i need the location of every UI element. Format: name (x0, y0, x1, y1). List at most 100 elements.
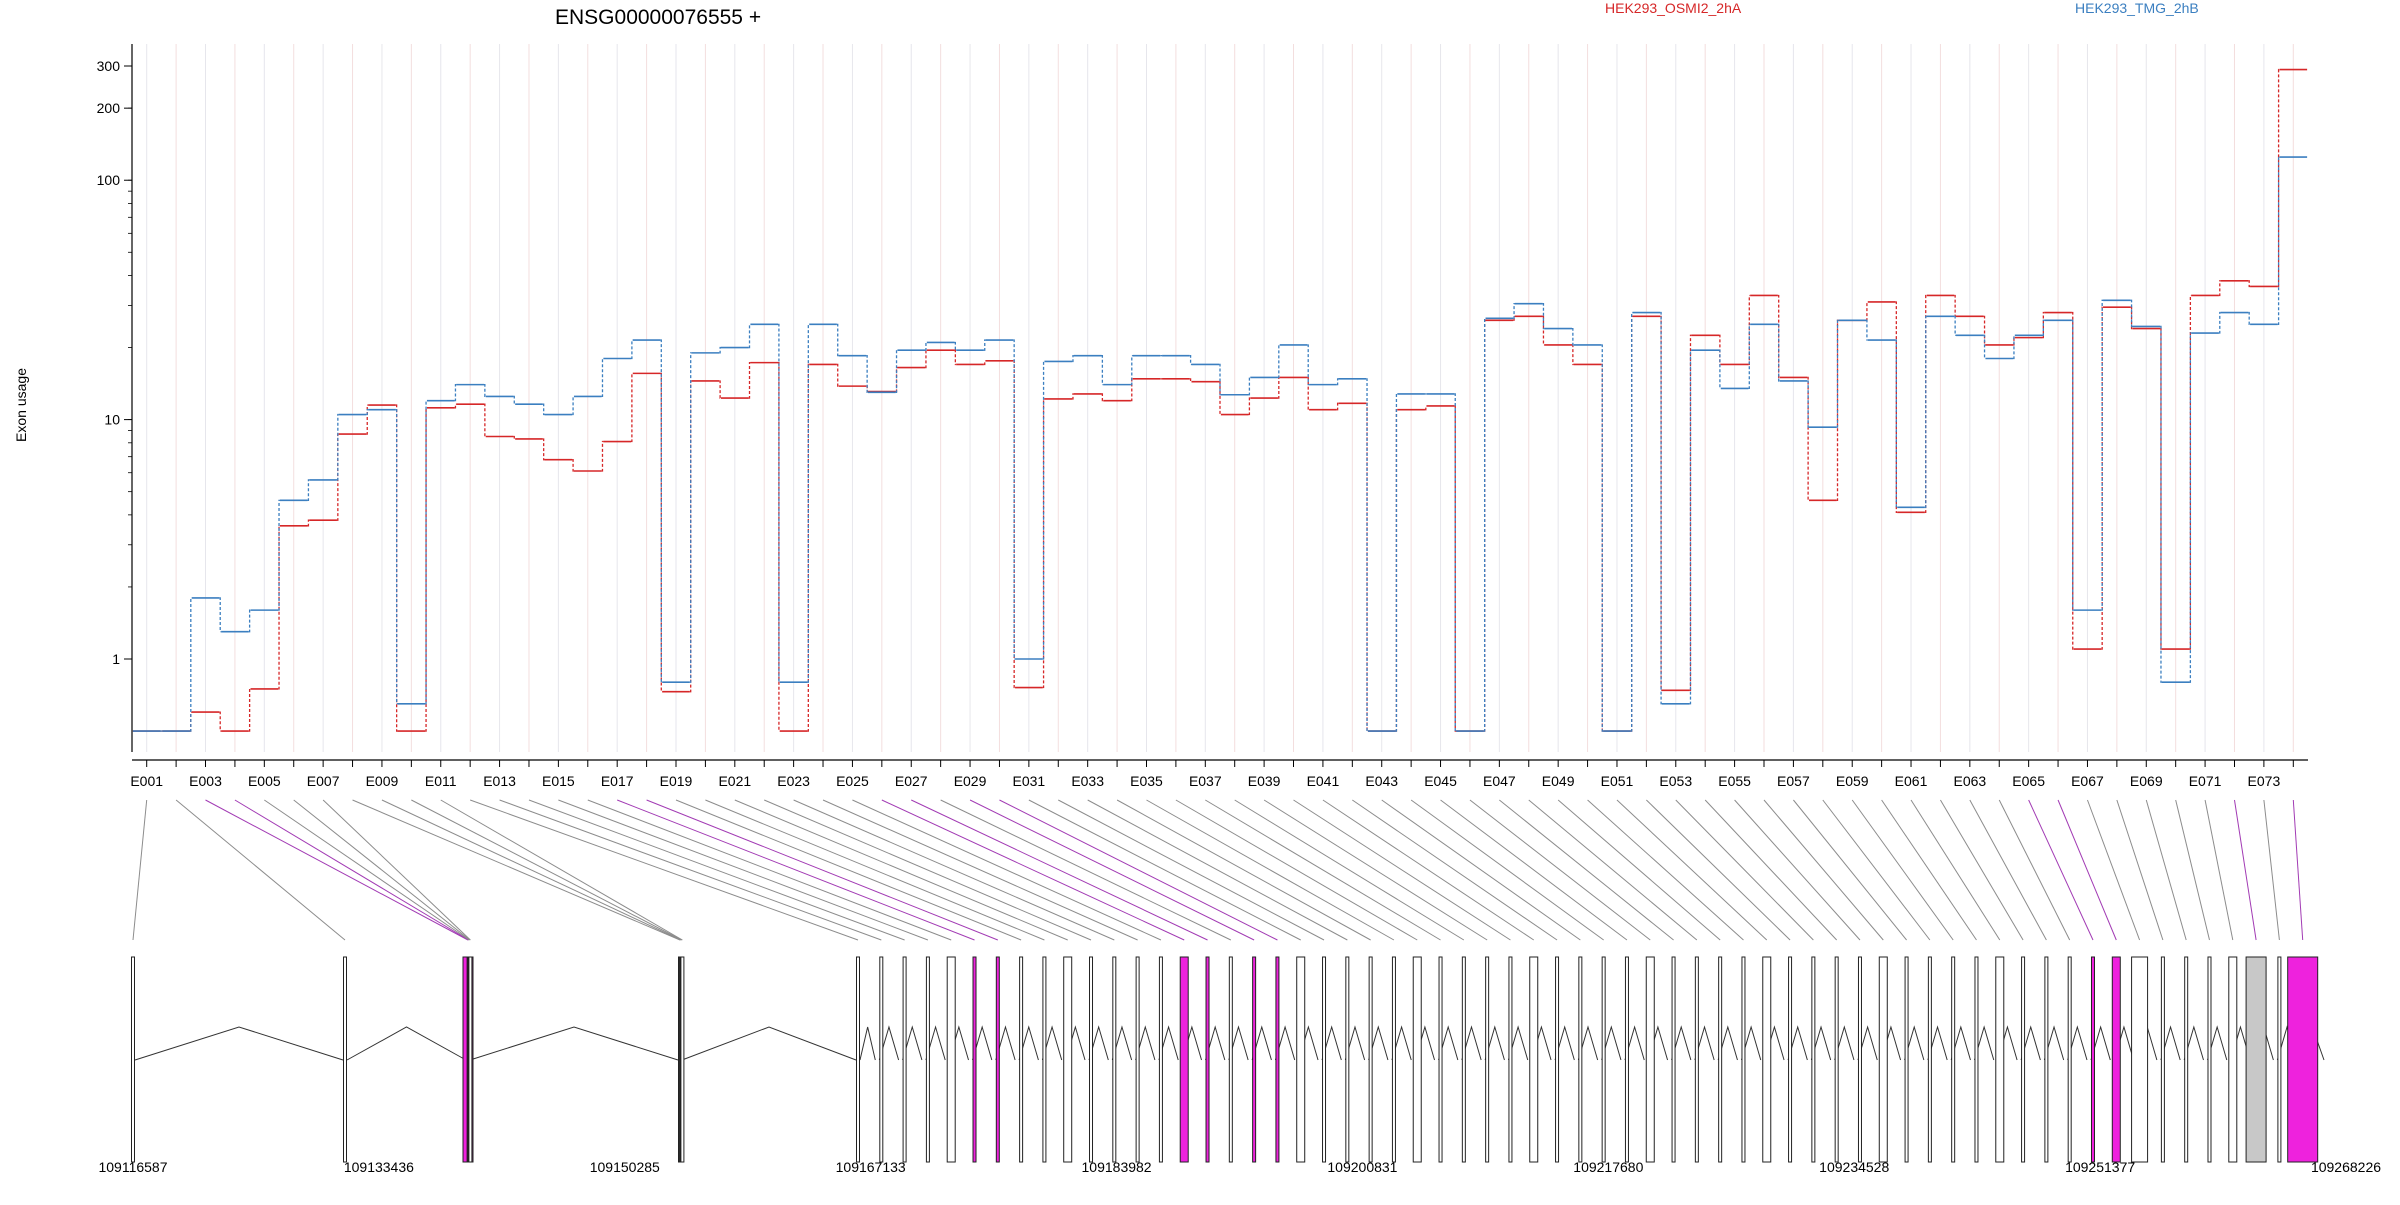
exon-box (1834, 956, 1839, 1163)
series-connector (660, 372, 663, 693)
series-connector (1836, 319, 1839, 428)
series-connector (454, 403, 457, 409)
y-tick-label: 10 (104, 412, 120, 428)
series-connector (983, 360, 986, 366)
exon-box (1252, 956, 1257, 1163)
series-connector (1777, 323, 1780, 382)
series-connector (719, 346, 721, 354)
series-connector (1219, 381, 1221, 416)
series-connector (1424, 405, 1427, 411)
x-tick-label: E023 (777, 773, 810, 789)
exon-connector (1058, 799, 1325, 941)
x-tick-label: E059 (1836, 773, 1869, 789)
exon-connector-lines (132, 799, 2304, 941)
genomic-coordinate-label: 109150285 (590, 1159, 660, 1175)
exon-connector (2292, 799, 2304, 941)
series-connector (2277, 68, 2280, 288)
exon-connector (1528, 799, 1698, 941)
series-connector (1072, 355, 1074, 363)
exon-box (1578, 956, 1583, 1163)
exon-box (2228, 956, 2238, 1163)
gene-model-track: 109116587 109133436 109150285 109167133 1091… (98, 956, 2381, 1175)
exon-connector (175, 799, 346, 941)
exon-connector (528, 799, 905, 941)
exon-connector (1293, 799, 1511, 941)
exon-box (1645, 956, 1655, 1163)
x-tick-label: E069 (2130, 773, 2163, 789)
exon-box (2131, 956, 2149, 1163)
exon-connector (1704, 799, 1838, 941)
exon-box (2044, 956, 2049, 1163)
exon-box (1927, 956, 1932, 1163)
legend-entry-tmg: HEK293_TMG_2hB (2075, 0, 2199, 16)
exon-connector (352, 799, 681, 941)
exon-box (1508, 956, 1513, 1163)
y-tick-label: 300 (97, 58, 121, 74)
exon-box (1438, 956, 1443, 1163)
series-osmi2 (132, 68, 2308, 732)
exon-box (1205, 956, 1210, 1163)
exon-connector (734, 799, 1068, 941)
exon-connector (1940, 799, 2024, 941)
series-connector (513, 435, 516, 440)
series-connector (1483, 317, 1486, 732)
y-tick-label: 1 (112, 651, 120, 667)
exon-connector (1234, 799, 1465, 941)
exon-connector (1116, 799, 1371, 941)
exon-connector (2145, 799, 2187, 941)
exon-connector (999, 799, 1278, 941)
exon-connector (1822, 799, 1931, 941)
x-tick-label: E013 (483, 773, 516, 789)
x-tick-label: E027 (895, 773, 928, 789)
series-connector (1660, 311, 1662, 705)
exon-box (2067, 956, 2072, 1163)
legend-entry-osmi2: HEK293_OSMI2_2hA (1605, 0, 1742, 16)
exon-box (879, 956, 884, 1163)
exon-box (1951, 956, 1956, 1163)
series-connector (2248, 280, 2251, 288)
intron-line (134, 1026, 344, 1061)
series-connector (748, 361, 751, 399)
series-connector (2042, 319, 2045, 336)
series-connector (2042, 311, 2045, 339)
series-connector (1542, 303, 1545, 330)
series-connector (1277, 344, 1280, 379)
series-connector (601, 440, 604, 472)
series-connector (2130, 299, 2133, 328)
exon-box (2090, 956, 2095, 1163)
series-connector (1983, 334, 1986, 360)
exon-box (1158, 956, 1163, 1163)
series-connector (954, 341, 957, 351)
series-connector (366, 409, 369, 416)
exon-box (925, 956, 930, 1163)
series-connector (1395, 393, 1398, 732)
exon-box (2287, 956, 2319, 1163)
exon-box (1135, 956, 1140, 1163)
genomic-coordinate-label: 109251377 (2065, 1159, 2135, 1175)
exon-box (2277, 956, 2282, 1163)
intron-line (681, 1026, 857, 1061)
series-connector (631, 339, 633, 360)
exon-connector (969, 799, 1255, 941)
exon-box (1042, 956, 1047, 1163)
series-connector (1542, 315, 1545, 346)
exon-box (1112, 956, 1117, 1163)
exon-box (1694, 956, 1699, 1163)
series-connector (1895, 339, 1898, 509)
series-connector (248, 688, 251, 732)
x-tick-label: E055 (1718, 773, 1751, 789)
exon-box (1974, 956, 1979, 1163)
series-connector (2101, 299, 2104, 611)
exon-connector (205, 799, 469, 941)
exon-box (1878, 956, 1888, 1163)
exon-box (1762, 956, 1772, 1163)
exon-connector (1352, 799, 1558, 941)
series-connector (278, 499, 280, 611)
exon-connector (705, 799, 1045, 941)
exon-connector (2028, 799, 2094, 941)
exon-connector (1734, 799, 1861, 941)
exon-box (343, 956, 347, 1163)
exon-connector (587, 799, 952, 941)
